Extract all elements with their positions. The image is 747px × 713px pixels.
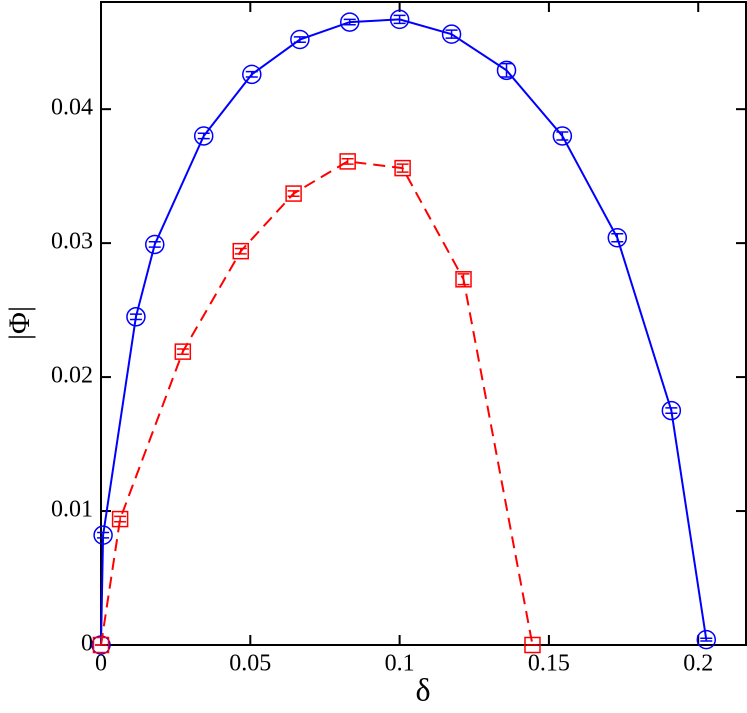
error-bar	[114, 515, 127, 523]
marker	[193, 126, 214, 146]
y-tick-label: 0.04	[51, 95, 93, 121]
y-tick-label: 0	[81, 631, 93, 657]
y-tick-label: 0.03	[51, 229, 93, 255]
y-tick-label: 0.01	[51, 497, 93, 523]
marker	[607, 228, 628, 248]
error-bar	[343, 18, 356, 26]
error-bar	[611, 232, 624, 243]
error-bar	[500, 62, 513, 78]
marker	[232, 242, 249, 260]
marker	[394, 159, 411, 177]
series-line	[100, 160, 534, 646]
plot-frame	[100, 1, 747, 646]
marker	[92, 636, 110, 654]
marker	[242, 64, 262, 85]
error-bar	[97, 531, 110, 539]
marker	[441, 24, 462, 44]
marker	[290, 29, 310, 50]
series-line	[100, 18, 708, 646]
marker	[496, 60, 517, 81]
x-tick-label: 0.15	[528, 651, 570, 677]
marker	[661, 400, 682, 421]
error-bar	[234, 247, 247, 255]
marker	[696, 629, 717, 650]
marker	[145, 234, 165, 255]
marker	[339, 153, 356, 170]
y-tick-label: 0.02	[51, 363, 93, 389]
marker	[126, 307, 146, 327]
error-bar	[665, 407, 678, 415]
error-bar	[245, 70, 258, 78]
error-bar	[148, 241, 161, 248]
error-bar	[293, 36, 306, 43]
x-tick-label: 0	[95, 651, 107, 677]
error-bar	[176, 348, 189, 356]
error-bar	[556, 131, 569, 141]
error-bar	[445, 29, 458, 39]
error-bar	[341, 157, 354, 165]
error-bar	[457, 273, 470, 286]
marker	[524, 636, 541, 654]
marker	[174, 343, 192, 360]
x-tick-label: 0.05	[229, 651, 271, 677]
marker	[285, 185, 302, 202]
error-bar	[287, 190, 300, 197]
marker	[389, 9, 410, 30]
error-bar	[396, 163, 409, 173]
x-axis-label: δ	[415, 671, 430, 707]
x-tick-label: 0.1	[385, 651, 415, 677]
marker	[339, 12, 360, 32]
marker	[111, 510, 129, 528]
error-bar	[700, 637, 713, 642]
marker	[93, 525, 113, 545]
marker	[552, 126, 573, 146]
error-bar	[197, 132, 210, 140]
marker	[91, 635, 111, 655]
error-bar	[393, 14, 406, 25]
marker	[455, 271, 472, 288]
error-bar	[129, 313, 142, 321]
x-tick-label: 0.2	[683, 651, 713, 677]
y-axis-label: |Φ|	[3, 306, 36, 340]
